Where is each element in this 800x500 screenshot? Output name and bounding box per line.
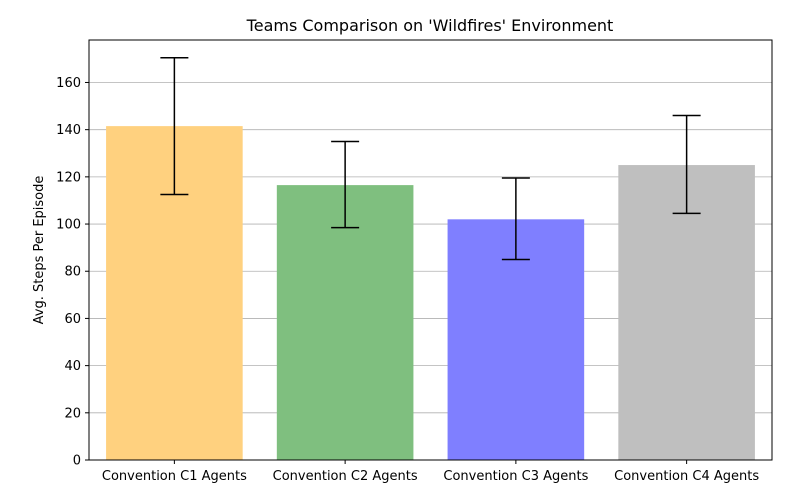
x-axis-ticks: Convention C1 Agents Convention C2 Agents… — [102, 460, 759, 484]
y-tick-label: 60 — [64, 312, 81, 327]
x-tick-label: Convention C1 Agents — [102, 469, 247, 484]
y-tick-label: 40 — [64, 359, 81, 374]
x-tick-label: Convention C2 Agents — [273, 469, 418, 484]
x-tick-label: Convention C4 Agents — [614, 469, 759, 484]
y-tick-label: 20 — [64, 406, 81, 421]
y-tick-label: 160 — [56, 76, 81, 91]
y-tick-label: 100 — [56, 218, 81, 233]
y-axis-ticks: 0 20 40 60 80 100 120 140 160 — [56, 76, 89, 469]
bars — [106, 126, 755, 460]
y-tick-label: 80 — [64, 265, 81, 280]
x-tick-label: Convention C3 Agents — [443, 469, 588, 484]
y-tick-label: 140 — [56, 123, 81, 138]
bar — [618, 165, 755, 460]
plot-frame — [88, 39, 773, 461]
chart-title: Teams Comparison on 'Wildfires' Environm… — [246, 16, 614, 35]
error-bars — [160, 56, 701, 261]
y-tick-label: 0 — [73, 454, 81, 469]
y-axis-label: Avg. Steps Per Episode — [32, 176, 47, 325]
y-tick-label: 120 — [56, 170, 81, 185]
bar — [276, 185, 414, 460]
